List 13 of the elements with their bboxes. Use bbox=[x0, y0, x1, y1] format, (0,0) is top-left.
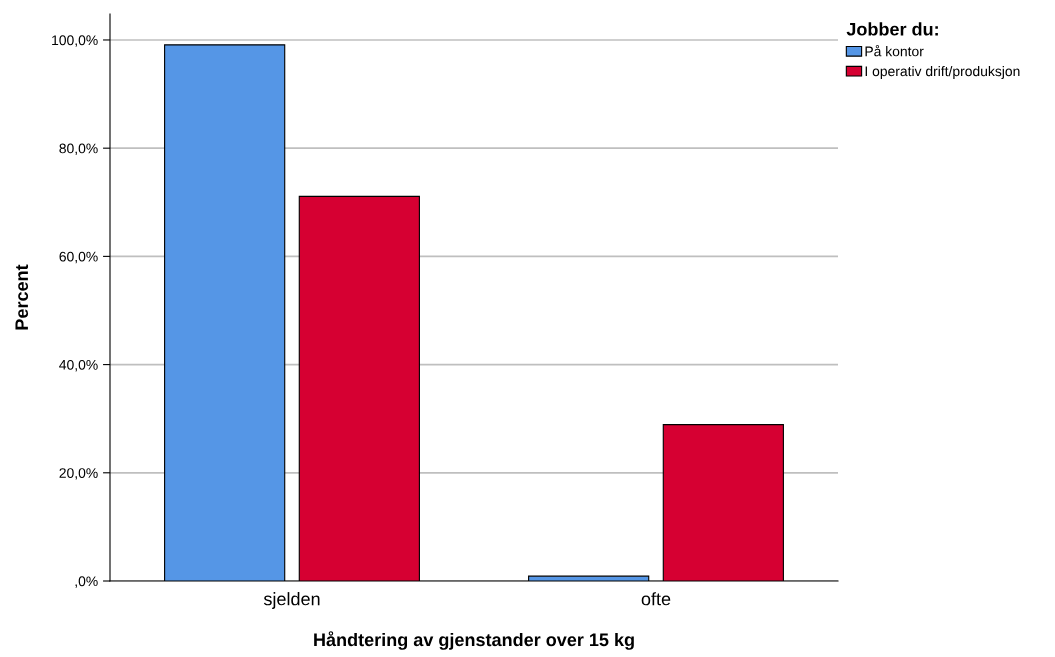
y-tick-label: 40,0% bbox=[59, 359, 98, 372]
y-tick-label: 20,0% bbox=[59, 468, 98, 480]
y-axis-title: Percent bbox=[15, 264, 29, 330]
x-axis-title: Håndtering av gjenstander over 15 kg bbox=[314, 631, 634, 650]
legend-label: I operativ drift/produksjon bbox=[865, 66, 1020, 79]
legend-title: Jobber du: bbox=[846, 22, 938, 36]
legend-label: På kontor bbox=[865, 44, 924, 57]
y-tick-label: 80,0% bbox=[59, 143, 98, 155]
y-tick-label: 100,0% bbox=[52, 35, 98, 47]
x-tick-label: ofte bbox=[641, 592, 671, 606]
y-tick-label: ,0% bbox=[75, 576, 98, 588]
y-tick-label: 60,0% bbox=[59, 251, 98, 264]
x-tick-label: sjelden bbox=[263, 592, 320, 609]
